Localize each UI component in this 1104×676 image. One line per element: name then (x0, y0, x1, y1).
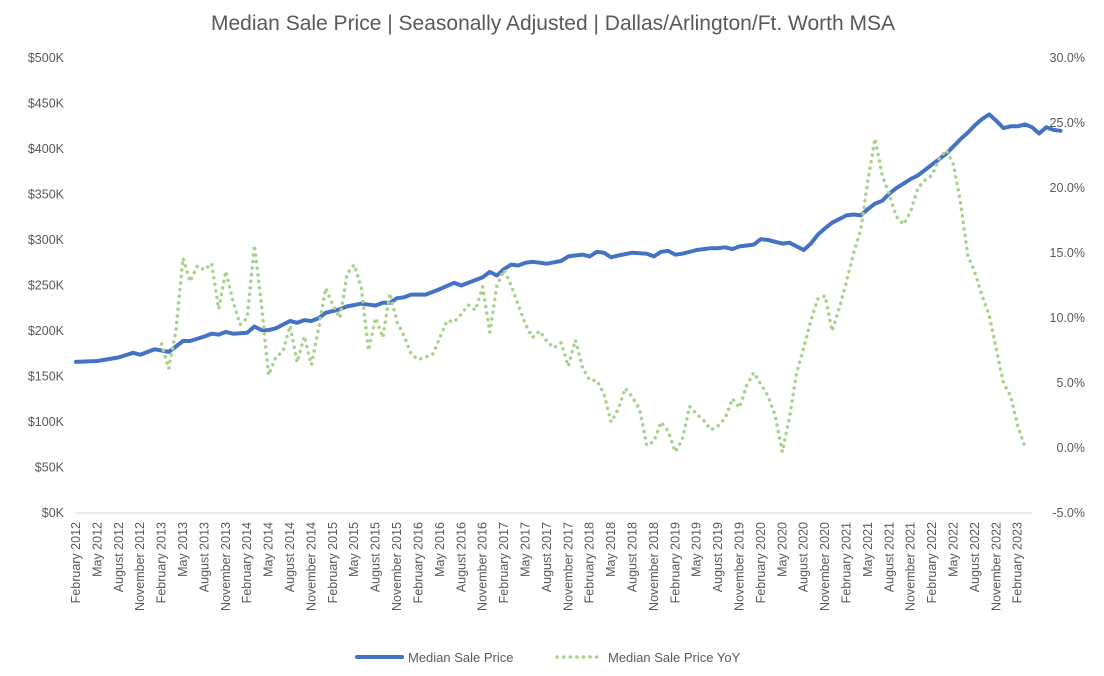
x-tick-label: November 2015 (390, 522, 404, 611)
x-tick-label: November 2016 (476, 522, 490, 611)
right-tick-label: -5.0% (1052, 506, 1085, 520)
left-tick-label: $500K (28, 51, 65, 65)
left-tick-label: $250K (28, 279, 65, 293)
right-tick-label: 30.0% (1050, 51, 1085, 65)
right-tick-label: 0.0% (1057, 441, 1086, 455)
x-tick-label: February 2021 (840, 522, 854, 603)
x-tick-label: August 2020 (797, 522, 811, 592)
x-tick-label: May 2021 (861, 522, 875, 577)
x-tick-label: February 2014 (240, 522, 254, 603)
x-tick-label: November 2012 (133, 522, 147, 611)
x-tick-label: May 2012 (90, 522, 104, 577)
x-tick-label: May 2014 (262, 522, 276, 577)
x-tick-label: February 2018 (583, 522, 597, 603)
series-line-median-sale-price-yoy (159, 136, 1027, 454)
x-tick-label: August 2015 (369, 522, 383, 592)
plot-area (74, 112, 1063, 454)
right-axis: -5.0% 0.0% 5.0% 10.0% 15.0% 20.0% 25.0% 30.0% (1050, 51, 1085, 520)
x-tick-label: February 2020 (754, 522, 768, 603)
x-tick-label: February 2012 (69, 522, 83, 603)
right-tick-label: 20.0% (1050, 181, 1085, 195)
left-axis: $0K $50K $100K $150K $200K $250K $300K $350K $40… (28, 51, 65, 520)
x-tick-label: May 2013 (176, 522, 190, 577)
x-tick-label: August 2022 (968, 522, 982, 592)
left-tick-label: $0K (42, 506, 65, 520)
x-tick-label: May 2017 (518, 522, 532, 577)
x-tick-label: November 2018 (647, 522, 661, 611)
x-tick-label: November 2013 (219, 522, 233, 611)
x-tick-label: August 2012 (112, 522, 126, 592)
legend: Median Sale Price Median Sale Price YoY (355, 650, 741, 665)
x-tick-label: August 2016 (454, 522, 468, 592)
left-tick-label: $50K (35, 461, 65, 475)
x-tick-label: May 2016 (433, 522, 447, 577)
x-tick-label: November 2021 (904, 522, 918, 611)
x-tick-label: February 2013 (155, 522, 169, 603)
left-tick-label: $400K (28, 142, 65, 156)
x-tick-label: May 2020 (775, 522, 789, 577)
x-tick-label: February 2015 (326, 522, 340, 603)
chart-title: Median Sale Price | Seasonally Adjusted … (211, 12, 895, 35)
right-tick-label: 25.0% (1050, 116, 1085, 130)
x-tick-label: November 2014 (304, 522, 318, 611)
right-tick-label: 10.0% (1050, 311, 1085, 325)
x-tick-label: February 2019 (668, 522, 682, 603)
x-tick-label: August 2014 (283, 522, 297, 592)
x-tick-label: August 2019 (711, 522, 725, 592)
x-tick-label: August 2018 (625, 522, 639, 592)
x-tick-label: February 2023 (1011, 522, 1025, 603)
left-tick-label: $450K (28, 97, 65, 111)
x-tick-label: May 2015 (347, 522, 361, 577)
x-tick-label: May 2018 (604, 522, 618, 577)
x-tick-label: August 2017 (540, 522, 554, 592)
x-tick-label: August 2013 (197, 522, 211, 592)
right-tick-label: 5.0% (1057, 376, 1086, 390)
x-tick-label: November 2017 (561, 522, 575, 611)
x-tick-label: February 2017 (497, 522, 511, 603)
x-tick-label: May 2022 (947, 522, 961, 577)
legend-label-median-sale-price: Median Sale Price (408, 650, 514, 665)
x-tick-label: February 2016 (411, 522, 425, 603)
x-tick-label: May 2019 (690, 522, 704, 577)
x-tick-label: August 2021 (882, 522, 896, 592)
x-tick-label: February 2022 (925, 522, 939, 603)
x-axis: February 2012 May 2012 August 2012 November… (69, 522, 1025, 611)
left-tick-label: $300K (28, 233, 65, 247)
x-tick-label: November 2020 (818, 522, 832, 611)
left-tick-label: $350K (28, 188, 65, 202)
x-tick-label: November 2019 (732, 522, 746, 611)
left-tick-label: $100K (28, 415, 65, 429)
left-tick-label: $150K (28, 370, 65, 384)
series-line-median-sale-price (74, 112, 1063, 364)
left-tick-label: $200K (28, 324, 65, 338)
x-tick-label: November 2022 (989, 522, 1003, 611)
right-tick-label: 15.0% (1050, 246, 1085, 260)
legend-label-median-sale-price-yoy: Median Sale Price YoY (608, 650, 741, 665)
